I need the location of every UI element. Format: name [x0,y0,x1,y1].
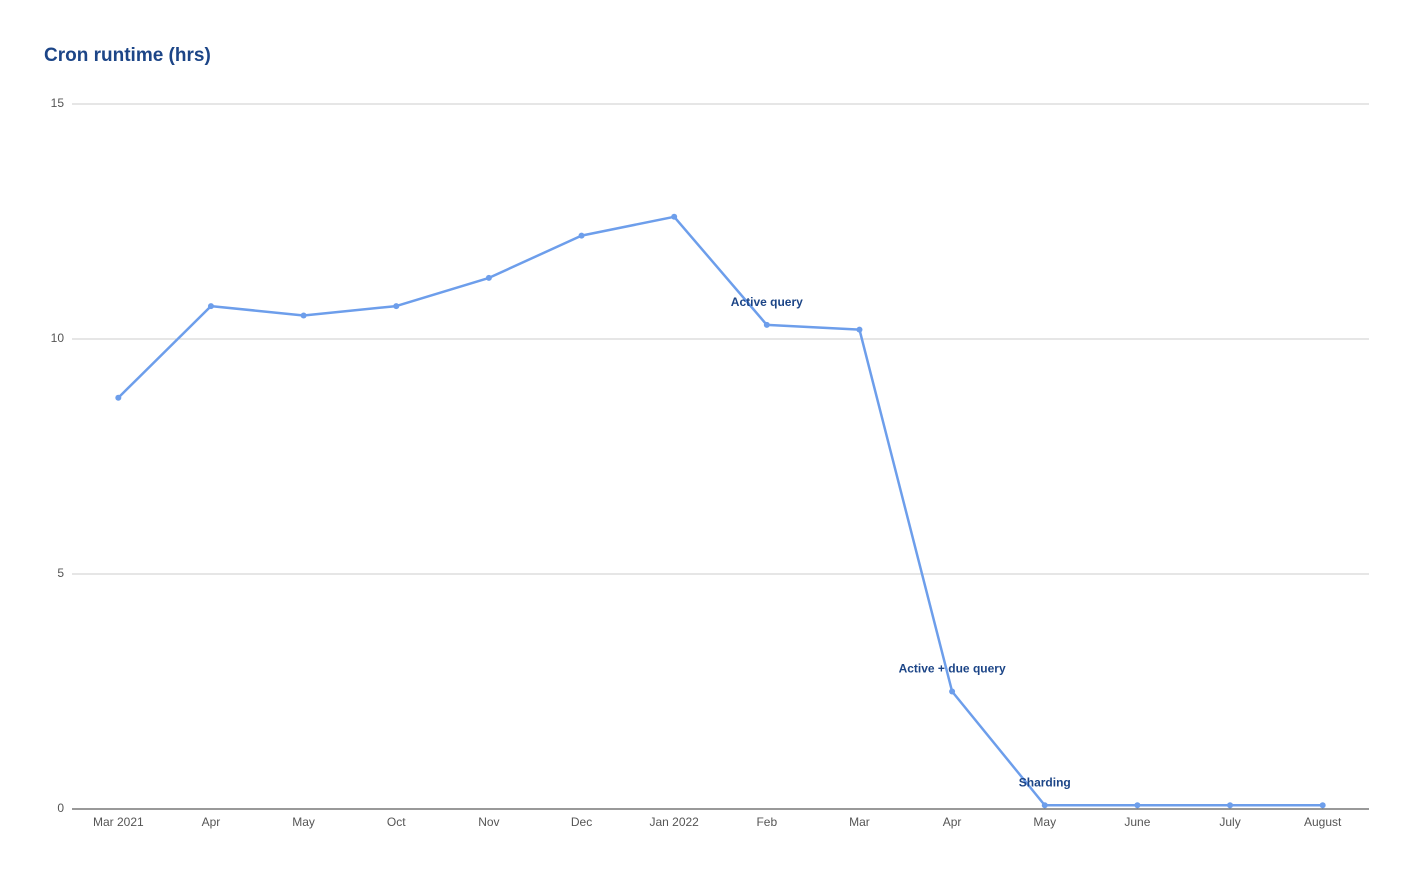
series-line [117,215,1323,807]
data-point [856,326,863,333]
x-tick-label: Feb [756,815,777,829]
data-point [1227,802,1234,809]
data-point [763,321,770,328]
data-point [393,303,400,310]
data-point [485,274,492,281]
annotation: Active + due query [899,662,1006,676]
data-point [1134,802,1141,809]
x-tick-label: Jan 2022 [649,815,699,829]
data-point [207,303,214,310]
x-tick-label: Dec [571,815,592,829]
x-tick-label: Nov [478,815,499,829]
y-tick-label: 15 [51,96,65,110]
x-tick-label: Apr [943,815,962,829]
x-tick-label: August [1304,815,1342,829]
data-point [300,312,307,319]
x-tick-label: Mar 2021 [93,815,144,829]
y-tick-label: 5 [57,566,64,580]
x-tick-label: May [292,815,315,829]
data-point [671,213,678,220]
x-tick-label: Mar [849,815,870,829]
y-tick-label: 0 [57,801,64,815]
annotation: Active query [731,295,803,309]
data-point [578,232,585,239]
x-tick-label: May [1033,815,1056,829]
data-point [115,394,122,401]
x-tick-label: Oct [387,815,406,829]
annotation: Sharding [1019,775,1071,789]
y-tick-label: 10 [51,331,65,345]
data-point [1041,802,1048,809]
x-tick-label: Apr [202,815,221,829]
chart-title: Cron runtime (hrs) [44,45,211,66]
x-tick-label: July [1219,815,1240,829]
data-point [949,688,956,695]
data-point [1319,802,1326,809]
x-tick-label: June [1124,815,1150,829]
